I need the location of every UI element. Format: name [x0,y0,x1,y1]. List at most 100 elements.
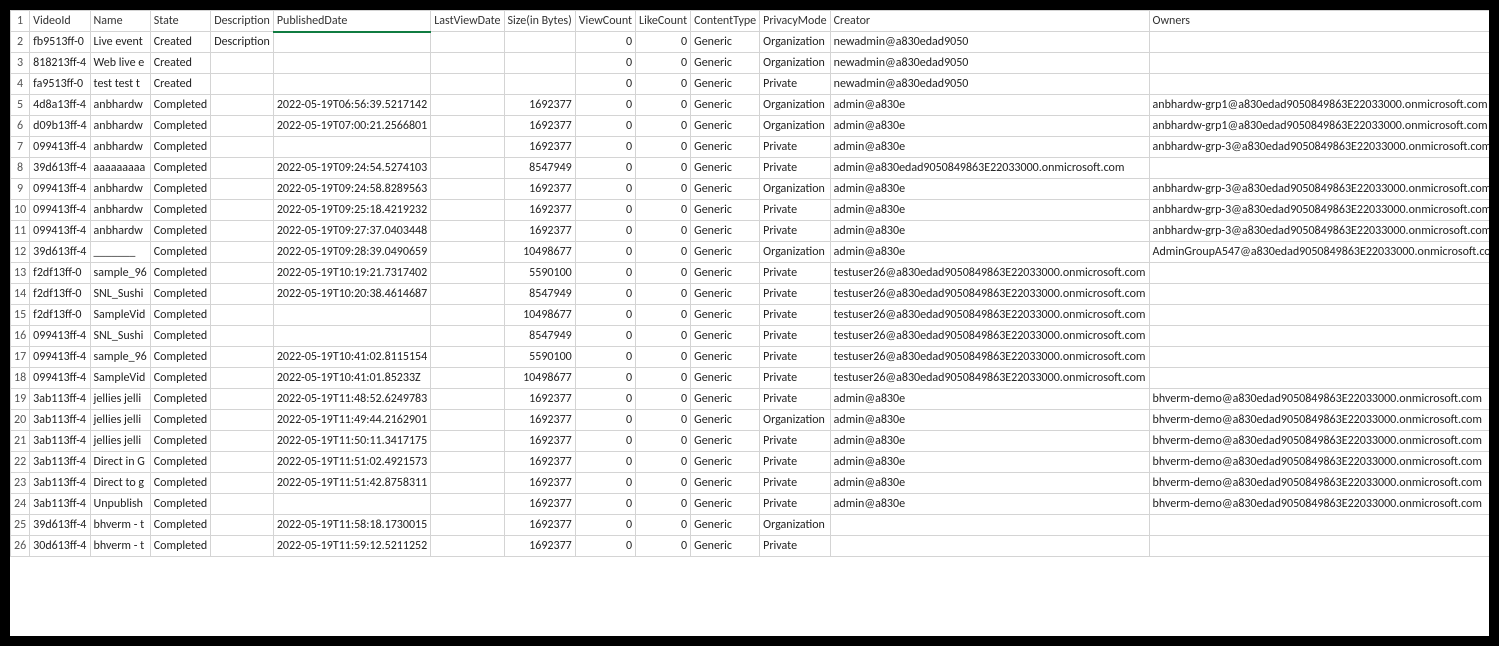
cell[interactable]: 39d613ff-4 [30,158,90,179]
cell[interactable] [431,137,504,158]
cell[interactable]: Completed [150,158,210,179]
cell[interactable]: Completed [150,284,210,305]
cell[interactable]: Private [760,452,831,473]
row-number[interactable]: 9 [11,179,30,200]
cell[interactable]: newadmin@a830edad9050 [830,74,1149,95]
cell[interactable]: bhverm-demo@a830edad9050849863E22033000.… [1149,389,1489,410]
table-row[interactable]: 2630d613ff-4bhverm - tCompleted2022-05-1… [11,536,1490,557]
cell[interactable]: fb9513ff-0 [30,32,90,53]
cell[interactable] [211,200,274,221]
cell[interactable] [431,158,504,179]
cell[interactable]: fa9513ff-0 [30,74,90,95]
cell[interactable]: Completed [150,452,210,473]
cell[interactable]: Generic [691,536,760,557]
cell[interactable]: Organization [760,32,831,53]
cell[interactable]: 2022-05-19T09:24:58.8289563 [273,179,430,200]
row-number[interactable]: 8 [11,158,30,179]
cell[interactable] [211,179,274,200]
cell[interactable]: Private [760,221,831,242]
column-header[interactable]: Size(in Bytes) [504,11,575,32]
cell[interactable]: newadmin@a830edad9050 [830,53,1149,74]
cell[interactable]: 5590100 [504,347,575,368]
row-number[interactable]: 3 [11,53,30,74]
cell[interactable]: sample_96 [90,347,150,368]
cell[interactable]: Generic [691,95,760,116]
cell[interactable]: Completed [150,200,210,221]
cell[interactable]: jellies jelli [90,410,150,431]
cell[interactable]: Generic [691,242,760,263]
cell[interactable]: 0 [636,179,691,200]
column-header[interactable]: ViewCount [575,11,635,32]
cell[interactable]: 0 [636,221,691,242]
data-grid[interactable]: 1VideoIdNameStateDescriptionPublishedDat… [10,10,1489,557]
cell[interactable]: 1692377 [504,95,575,116]
cell[interactable]: 0 [575,95,635,116]
cell[interactable]: Completed [150,515,210,536]
cell[interactable]: 39d613ff-4 [30,242,90,263]
cell[interactable]: 1692377 [504,389,575,410]
cell[interactable]: Completed [150,263,210,284]
cell[interactable]: Created [150,53,210,74]
cell[interactable]: bhverm-demo@a830edad9050849863E22033000.… [1149,473,1489,494]
cell[interactable] [211,116,274,137]
cell[interactable] [431,179,504,200]
cell[interactable]: 0 [636,95,691,116]
cell[interactable]: Completed [150,431,210,452]
cell[interactable]: 1692377 [504,200,575,221]
cell[interactable]: bhverm-demo@a830edad9050849863E22033000.… [1149,410,1489,431]
cell[interactable] [431,431,504,452]
cell[interactable]: 3ab113ff-4 [30,473,90,494]
cell[interactable] [211,326,274,347]
row-number[interactable]: 2 [11,32,30,53]
cell[interactable]: Private [760,347,831,368]
cell[interactable]: 10498677 [504,368,575,389]
row-number[interactable]: 21 [11,431,30,452]
row-number[interactable]: 5 [11,95,30,116]
cell[interactable]: Generic [691,158,760,179]
cell[interactable]: Private [760,536,831,557]
row-number[interactable]: 6 [11,116,30,137]
cell[interactable]: 0 [636,452,691,473]
cell[interactable]: Completed [150,305,210,326]
cell[interactable]: Generic [691,263,760,284]
cell[interactable] [211,536,274,557]
cell[interactable] [504,53,575,74]
cell[interactable]: 2022-05-19T09:28:39.0490659 [273,242,430,263]
cell[interactable] [1149,53,1489,74]
cell[interactable]: 0 [575,431,635,452]
cell[interactable]: testuser26@a830edad9050849863E22033000.o… [830,326,1149,347]
spreadsheet-view[interactable]: 1VideoIdNameStateDescriptionPublishedDat… [10,10,1489,636]
cell[interactable]: 1692377 [504,137,575,158]
cell[interactable] [211,452,274,473]
cell[interactable]: testuser26@a830edad9050849863E22033000.o… [830,368,1149,389]
row-number[interactable]: 12 [11,242,30,263]
cell[interactable]: 0 [575,200,635,221]
cell[interactable]: admin@a830e [830,200,1149,221]
cell[interactable]: anbhardw [90,221,150,242]
cell[interactable]: Completed [150,95,210,116]
cell[interactable]: Organization [760,242,831,263]
cell[interactable] [830,515,1149,536]
cell[interactable]: 099413ff-4 [30,326,90,347]
cell[interactable]: Direct to g [90,473,150,494]
cell[interactable]: admin@a830edad9050849863E22033000.onmicr… [830,158,1149,179]
cell[interactable]: 2022-05-19T11:51:42.8758311 [273,473,430,494]
cell[interactable]: Generic [691,515,760,536]
cell[interactable]: Generic [691,410,760,431]
cell[interactable]: Completed [150,116,210,137]
cell[interactable]: 0 [575,452,635,473]
cell[interactable]: 0 [636,32,691,53]
cell[interactable]: Private [760,494,831,515]
cell[interactable] [1149,263,1489,284]
cell[interactable]: Description [211,32,274,53]
cell[interactable]: 2022-05-19T09:27:37.0403448 [273,221,430,242]
cell[interactable]: 0 [636,347,691,368]
table-row[interactable]: 54d8a13ff-4anbhardwCompleted2022-05-19T0… [11,95,1490,116]
cell[interactable]: 2022-05-19T10:20:38.4614687 [273,284,430,305]
cell[interactable] [211,53,274,74]
cell[interactable]: 1692377 [504,116,575,137]
cell[interactable]: 0 [575,242,635,263]
cell[interactable]: 0 [636,473,691,494]
cell[interactable] [273,53,430,74]
cell[interactable]: anbhardw [90,116,150,137]
